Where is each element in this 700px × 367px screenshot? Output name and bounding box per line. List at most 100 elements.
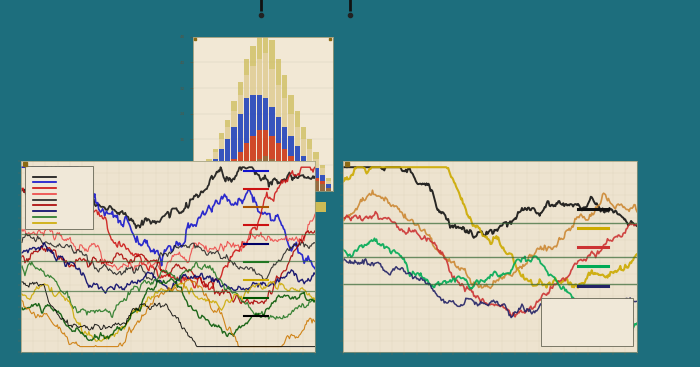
Bar (194, 181, 199, 188)
Bar (238, 168, 243, 191)
Bar (200, 172, 205, 181)
Bar (238, 82, 243, 95)
Bar (276, 85, 281, 117)
Bar (307, 178, 312, 191)
Bar (213, 152, 218, 159)
Bar (219, 133, 224, 139)
Bar (225, 165, 230, 175)
Bar (288, 114, 293, 136)
Bar (251, 66, 256, 95)
Bar (251, 136, 256, 162)
Bar (301, 139, 306, 156)
Bar (194, 178, 199, 181)
Bar (232, 101, 237, 110)
Bar (270, 159, 274, 191)
Bar (270, 69, 274, 108)
Bar (295, 110, 300, 127)
Bar (295, 146, 300, 162)
Bar (225, 127, 230, 139)
Bar (219, 139, 224, 149)
Bar (306, 201, 326, 212)
Bar (307, 162, 312, 172)
Bar (288, 95, 293, 114)
Bar (251, 95, 256, 136)
Bar (320, 181, 325, 185)
Bar (276, 117, 281, 143)
Bar (282, 98, 287, 127)
Bar (326, 178, 331, 181)
Bar (314, 181, 318, 191)
Bar (251, 201, 271, 212)
Bar (263, 27, 268, 53)
Bar (295, 127, 300, 146)
Bar (225, 175, 230, 191)
Bar (276, 143, 281, 162)
Bar (326, 188, 331, 191)
Bar (288, 168, 293, 191)
Bar (219, 172, 224, 178)
Bar (320, 185, 325, 191)
Bar (244, 165, 249, 191)
Bar (219, 149, 224, 172)
Bar (314, 152, 318, 159)
Bar (244, 98, 249, 143)
Bar (244, 143, 249, 165)
Bar (244, 59, 249, 75)
Bar (326, 181, 331, 185)
Bar (213, 181, 218, 191)
Bar (320, 175, 325, 181)
Bar (219, 178, 224, 191)
Bar (276, 162, 281, 191)
FancyBboxPatch shape (542, 298, 633, 346)
Bar (307, 149, 312, 162)
Bar (225, 139, 230, 165)
Bar (257, 95, 262, 130)
Bar (326, 184, 331, 188)
Bar (301, 127, 306, 139)
Bar (282, 149, 287, 165)
Bar (314, 168, 318, 178)
Bar (314, 178, 318, 181)
Bar (238, 114, 243, 152)
Bar (232, 110, 237, 127)
Bar (200, 181, 205, 185)
Bar (224, 201, 244, 212)
Bar (257, 37, 262, 59)
Bar (257, 59, 262, 95)
Bar (301, 168, 306, 175)
Bar (276, 59, 281, 85)
Bar (194, 188, 199, 191)
Bar (263, 98, 268, 130)
Bar (282, 127, 287, 149)
Bar (263, 130, 268, 156)
Bar (206, 168, 211, 181)
Bar (238, 95, 243, 114)
Bar (206, 159, 211, 162)
Bar (270, 40, 274, 69)
Bar (288, 136, 293, 156)
Bar (206, 185, 211, 191)
Bar (270, 108, 274, 136)
Bar (320, 168, 325, 175)
Bar (200, 168, 205, 172)
Bar (251, 46, 256, 66)
Bar (232, 159, 237, 172)
Bar (301, 175, 306, 191)
Bar (206, 162, 211, 168)
Bar (279, 201, 298, 212)
Bar (213, 175, 218, 181)
Bar (320, 165, 325, 168)
Bar (288, 156, 293, 168)
Bar (197, 201, 216, 212)
Bar (200, 185, 205, 191)
Bar (282, 165, 287, 191)
Bar (238, 152, 243, 168)
Bar (257, 159, 262, 191)
Bar (244, 75, 249, 98)
Bar (314, 159, 318, 168)
Bar (263, 156, 268, 191)
Bar (282, 75, 287, 98)
Bar (232, 127, 237, 159)
Bar (251, 162, 256, 191)
Bar (225, 120, 230, 127)
